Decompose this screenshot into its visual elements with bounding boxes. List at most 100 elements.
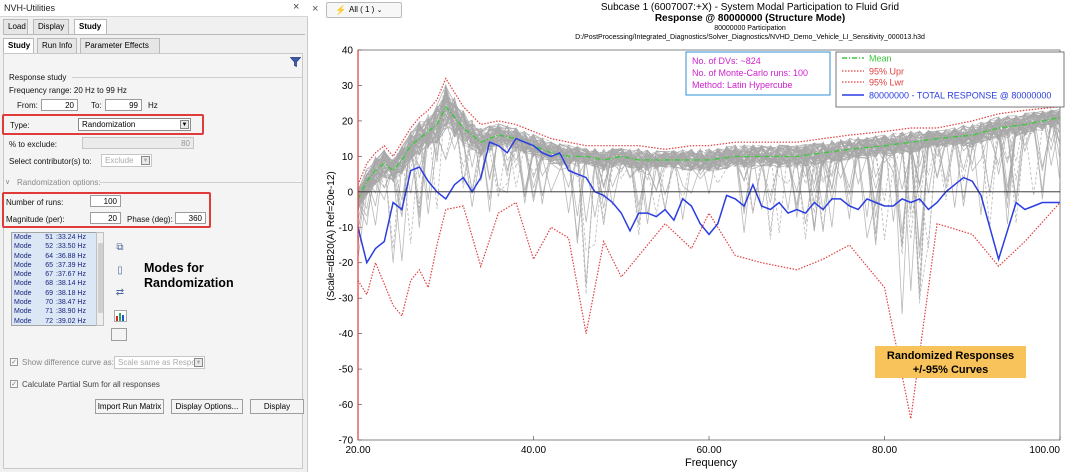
to-input[interactable]: 99 [105,99,142,111]
legend-total-label: 80000000 - TOTAL RESPONSE @ 80000000 [869,91,1051,101]
all-pages-label: All ( 1 ) [349,5,375,14]
deselect-icon[interactable]: ▯ [117,265,123,276]
y-tick-label: 0 [347,187,353,198]
magnitude-label: Magnitude (per): [6,215,65,224]
contributor-select[interactable]: Exclude ▼ [101,154,152,167]
mode-label: Mode [14,261,32,269]
section-divider [72,77,302,78]
panel-titlebar: NVH-Utilities × [0,0,308,17]
mode-label: Mode [14,317,32,325]
mode-num: 64 [45,252,53,260]
mode-num: 51 [45,234,53,241]
mode-num: 67 [45,271,53,279]
mode-freq: :37.39 Hz [56,261,86,269]
series-3-line [357,137,1060,265]
monte-carlo-run-line [357,111,1061,263]
monte-carlo-run-line [357,108,1061,231]
display-options-button[interactable]: Display Options... [171,399,243,414]
modes-annotation: Modes for Randomization [144,261,234,291]
mode-list-item[interactable]: Mode 72:39.02 Hz [12,316,103,325]
exclude-input[interactable]: 80 [82,137,194,149]
type-select[interactable]: Randomization ▼ [78,118,191,131]
select-all-icon[interactable]: ⧉ [116,242,124,253]
chevron-down-icon: ▼ [180,120,189,129]
import-run-matrix-button[interactable]: Import Run Matrix [95,399,164,414]
scroll-thumb[interactable] [98,243,103,313]
extra-button[interactable] [111,328,127,341]
mode-label: Mode [14,299,32,307]
subtab-run-info[interactable]: Run Info [37,38,77,53]
mode-num: 71 [45,308,53,316]
subtab-study[interactable]: Study [3,38,34,54]
mode-label: Mode [14,289,32,297]
monte-carlo-run-line [357,110,1061,247]
mode-list-item[interactable]: Mode 69:38.18 Hz [12,288,103,299]
plot-header-line4: D:/PostProcessing/Integrated_Diagnostics… [575,34,925,41]
legend-box [835,51,1065,108]
runs-label: Number of runs: [6,198,64,207]
top-tab-divider [3,34,305,35]
y-tick-label: -40 [339,329,354,340]
mode-num: 68 [45,280,53,288]
show-diff-label: Show difference curve as: [22,358,114,367]
invert-selection-icon[interactable]: ⇄ [115,287,125,298]
tab-load[interactable]: Load [3,19,28,34]
mode-list-item[interactable]: Mode 67:37.67 Hz [12,270,103,280]
mode-list-item[interactable]: Mode 64:36.88 Hz [12,251,103,261]
filter-icon[interactable] [290,57,301,67]
y-tick-label: -70 [339,436,354,447]
mode-label: Mode [14,243,32,251]
mode-list-item[interactable]: Mode 71:38.90 Hz [12,307,103,317]
magnitude-input[interactable]: 20 [90,212,121,224]
show-diff-checkbox[interactable]: ✓ [10,358,18,366]
monte-carlo-run-line [357,100,1061,299]
info-runs: No. of Monte-Carlo runs: 100 [692,68,808,78]
legend: Mean 95% Upr 95% Lwr 80000000 - TOTAL RE… [835,51,1065,108]
runs-input[interactable]: 100 [90,195,121,207]
collapse-icon[interactable]: ∨ [5,179,11,186]
mode-list-item[interactable]: Mode 65:37.39 Hz [12,260,103,271]
series-lines [357,77,1061,419]
legend-mean-label: Mean [869,54,892,64]
y-tick-label: -50 [339,365,354,376]
calc-partial-label: Calculate Partial Sum for all responses [22,380,160,389]
mode-list-item[interactable]: Mode 68:38.14 Hz [12,279,103,289]
chevron-down-icon: ▼ [194,358,203,367]
plot-area [357,49,1061,441]
mode-num: 70 [45,299,53,307]
close-icon[interactable]: × [293,1,300,13]
mode-freq: :39.02 Hz [56,317,86,325]
y-axis-ticks: 40 30 20 10 0 -10 -20 -30 -40 -50 -60 -70 [339,46,362,447]
all-pages-button[interactable]: ⚡ All ( 1 ) ⌄ [326,2,402,18]
series-0-line [357,105,1061,200]
series-1-line [357,77,1061,185]
mode-list-item[interactable]: Mode 51:33.24 Hz [12,233,103,243]
show-diff-select[interactable]: Scale same as Respon ▼ [114,356,205,369]
response-study-heading: Response study [9,73,67,82]
calc-partial-checkbox[interactable]: ✓ [10,380,18,388]
modes-annotation-line2: Randomization [144,276,234,290]
mode-freq: :33.24 Hz [56,234,86,241]
randomization-options-label: Randomization options: [17,178,101,187]
tab-display[interactable]: Display [33,19,69,34]
show-diff-select-value: Scale same as Respon [118,358,201,367]
subtab-parameter-effects[interactable]: Parameter Effects [80,38,160,53]
from-input[interactable]: 20 [41,99,78,111]
plot-header-line1: Subcase 1 (6007007:+X) - System Modal Pa… [600,2,900,13]
frequency-response-chart[interactable]: 40 30 20 10 0 -10 -20 -30 -40 -50 -60 -70 20.00 40.0… [312,40,1080,472]
modes-annotation-line1: Modes for [144,261,204,275]
y-tick-label: -20 [339,258,354,269]
display-button[interactable]: Display [250,399,304,414]
mode-list-scrollbar[interactable] [96,232,104,326]
tab-study[interactable]: Study [74,19,107,35]
mode-freq: :38.14 Hz [56,280,86,288]
bar-chart-icon[interactable] [114,310,127,322]
phase-label: Phase (deg): [127,215,173,224]
phase-input[interactable]: 360 [175,212,206,224]
close-plot-icon[interactable]: × [312,3,319,15]
contributor-select-value: Exclude [105,156,134,165]
mode-list-item[interactable]: Mode 70:38.47 Hz [12,298,103,308]
mode-list[interactable]: Mode 51:33.24 Hz Mode 52:33.50 Hz Mode 64:36.… [11,232,104,326]
mode-freq: :38.47 Hz [56,299,86,307]
mode-list-item[interactable]: Mode 52:33.50 Hz [12,242,103,252]
